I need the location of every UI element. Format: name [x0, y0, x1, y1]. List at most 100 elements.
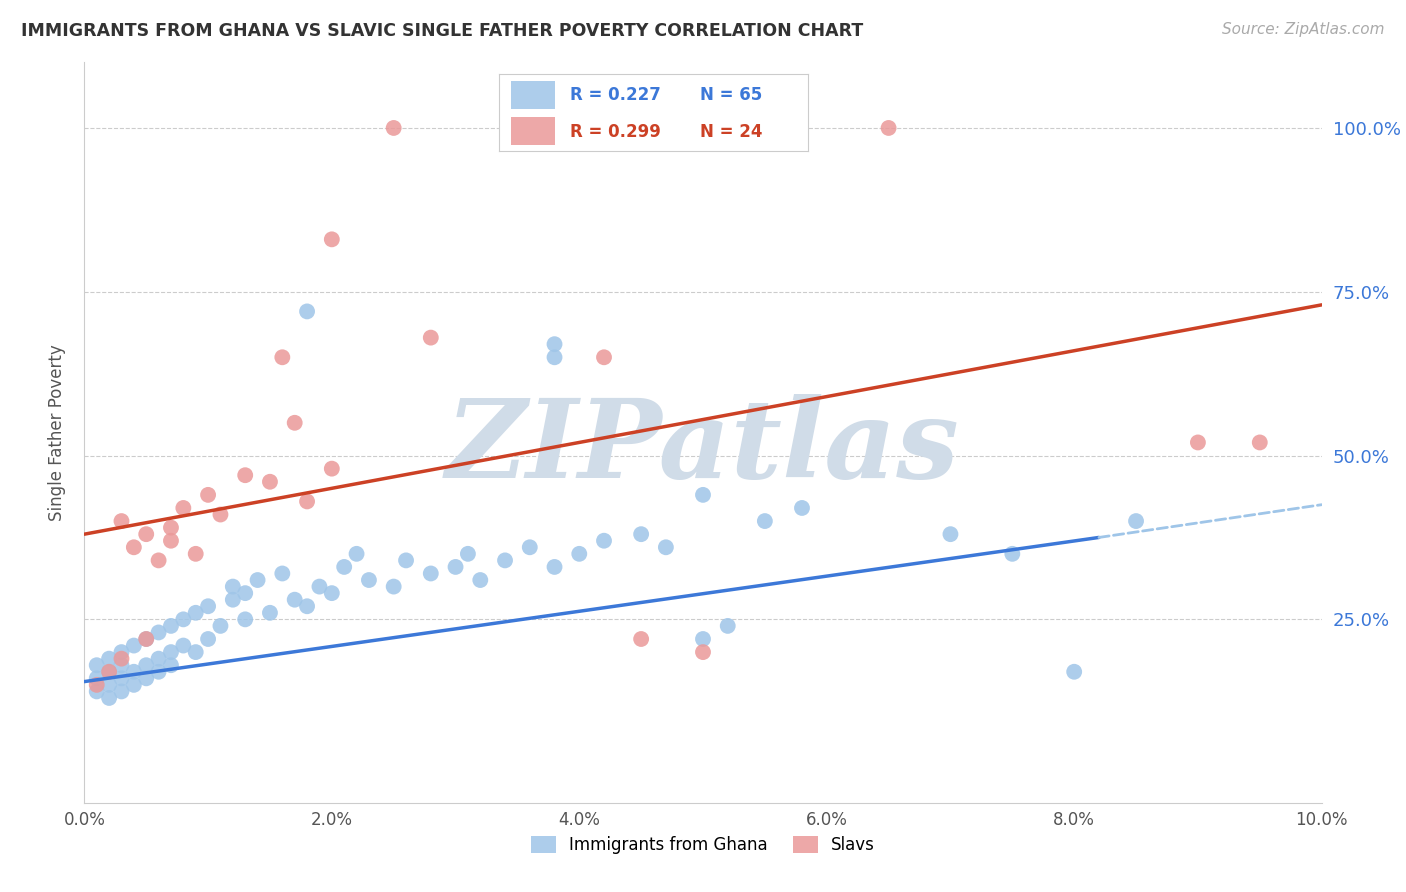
Point — [110, 645, 132, 659]
Point — [98, 665, 121, 679]
Point — [295, 599, 318, 614]
Point — [110, 684, 132, 698]
Point — [197, 488, 219, 502]
Point — [630, 527, 652, 541]
Point — [197, 599, 219, 614]
Point — [233, 612, 256, 626]
Point — [939, 527, 962, 541]
Point — [543, 120, 565, 135]
Point — [630, 632, 652, 646]
Point — [333, 560, 356, 574]
Point — [172, 639, 194, 653]
Point — [233, 586, 256, 600]
Point — [593, 351, 616, 365]
Point — [382, 580, 405, 594]
Point — [1063, 665, 1085, 679]
Point — [209, 619, 232, 633]
Point — [172, 612, 194, 626]
Point — [321, 232, 343, 246]
Point — [1187, 435, 1209, 450]
Point — [593, 533, 616, 548]
Point — [295, 494, 318, 508]
Point — [444, 560, 467, 574]
Point — [877, 120, 900, 135]
Point — [790, 500, 813, 515]
Text: IMMIGRANTS FROM GHANA VS SLAVIC SINGLE FATHER POVERTY CORRELATION CHART: IMMIGRANTS FROM GHANA VS SLAVIC SINGLE F… — [21, 22, 863, 40]
Point — [135, 527, 157, 541]
Point — [148, 651, 170, 665]
Point — [754, 514, 776, 528]
Point — [1125, 514, 1147, 528]
Point — [457, 547, 479, 561]
Point — [110, 671, 132, 685]
Point — [98, 665, 121, 679]
Point — [284, 592, 307, 607]
Point — [160, 521, 183, 535]
Point — [184, 547, 207, 561]
Point — [110, 658, 132, 673]
Point — [172, 500, 194, 515]
Point — [346, 547, 368, 561]
Point — [543, 351, 565, 365]
Point — [148, 553, 170, 567]
Point — [160, 645, 183, 659]
Point — [98, 678, 121, 692]
Point — [209, 508, 232, 522]
Point — [122, 678, 145, 692]
Point — [692, 488, 714, 502]
Point — [717, 619, 740, 633]
Point — [148, 665, 170, 679]
Point — [259, 475, 281, 489]
Point — [86, 658, 108, 673]
Point — [284, 416, 307, 430]
Point — [321, 586, 343, 600]
Point — [494, 553, 516, 567]
Point — [321, 461, 343, 475]
Point — [308, 580, 330, 594]
Point — [98, 690, 121, 705]
Point — [246, 573, 269, 587]
Legend: Immigrants from Ghana, Slavs: Immigrants from Ghana, Slavs — [524, 830, 882, 861]
Point — [197, 632, 219, 646]
Point — [655, 541, 678, 555]
Point — [160, 619, 183, 633]
Point — [692, 120, 714, 135]
Point — [357, 573, 380, 587]
Point — [568, 547, 591, 561]
Point — [543, 337, 565, 351]
Point — [98, 651, 121, 665]
Point — [86, 678, 108, 692]
Point — [135, 671, 157, 685]
Point — [222, 592, 245, 607]
Point — [382, 120, 405, 135]
Point — [148, 625, 170, 640]
Text: ZIPatlas: ZIPatlas — [446, 393, 960, 501]
Point — [259, 606, 281, 620]
Point — [160, 533, 183, 548]
Point — [1001, 547, 1024, 561]
Point — [184, 645, 207, 659]
Point — [184, 606, 207, 620]
Point — [86, 671, 108, 685]
Point — [222, 580, 245, 594]
Point — [1249, 435, 1271, 450]
Point — [419, 330, 441, 344]
Point — [110, 514, 132, 528]
Text: Source: ZipAtlas.com: Source: ZipAtlas.com — [1222, 22, 1385, 37]
Point — [135, 632, 157, 646]
Point — [271, 351, 294, 365]
Point — [271, 566, 294, 581]
Point — [122, 665, 145, 679]
Point — [630, 120, 652, 135]
Point — [86, 684, 108, 698]
Point — [470, 573, 492, 587]
Point — [110, 651, 132, 665]
Point — [395, 553, 418, 567]
Point — [135, 632, 157, 646]
Point — [519, 541, 541, 555]
Point — [419, 566, 441, 581]
Point — [692, 632, 714, 646]
Point — [122, 541, 145, 555]
Point — [295, 304, 318, 318]
Point — [692, 645, 714, 659]
